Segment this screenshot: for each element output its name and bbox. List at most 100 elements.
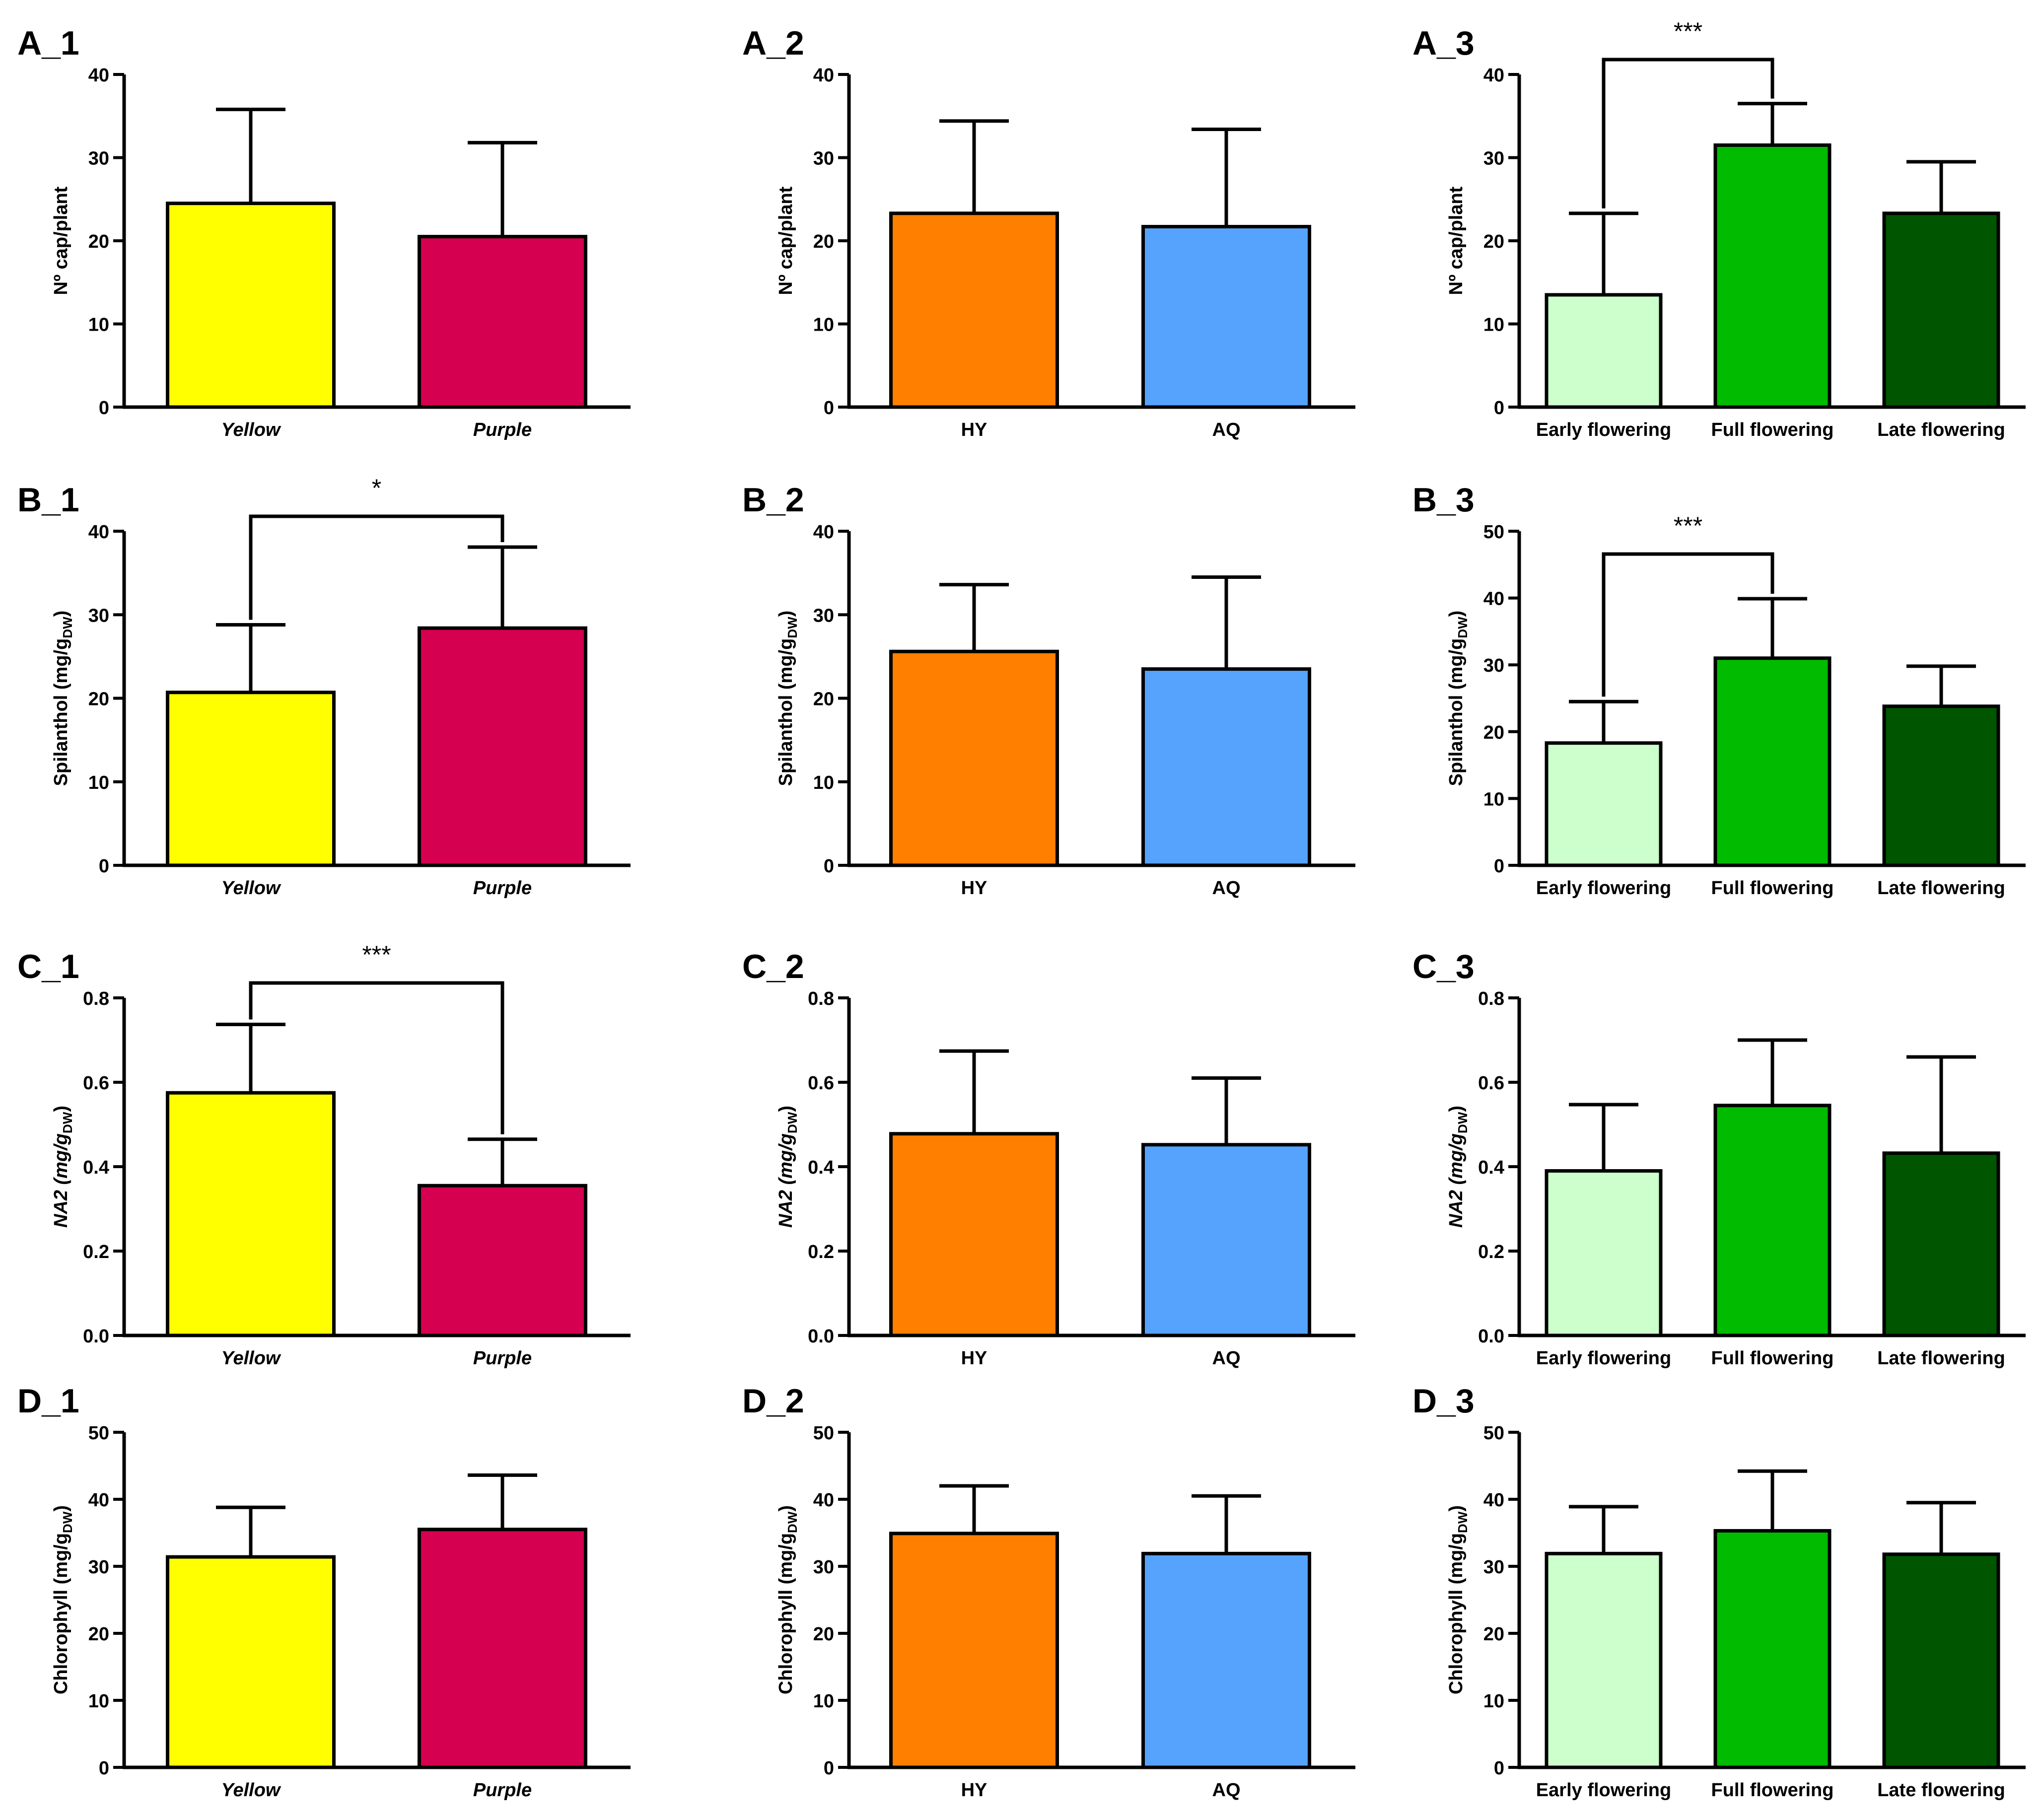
x-tick-label: Late flowering bbox=[1877, 1780, 2005, 1801]
y-tick-label: 20 bbox=[1483, 1624, 1504, 1645]
y-axis-label: Spilanthol (mg/gDW) bbox=[51, 611, 75, 786]
y-tick-label: 20 bbox=[1483, 231, 1504, 252]
y-tick-label: 40 bbox=[88, 522, 109, 543]
chart-a-2: A_2 0 10 20 30 40 Nº cap/plant HY AQ bbox=[742, 24, 1355, 440]
y-axis-label: NA2 (mg/gDW) bbox=[1446, 1106, 1470, 1228]
bar-yellow bbox=[166, 202, 336, 409]
bar-full-flowering bbox=[1713, 656, 1832, 867]
y-axis-label: Spilanthol (mg/gDW) bbox=[775, 611, 800, 786]
x-tick-label: HY bbox=[961, 878, 987, 899]
panel-title: C_1 bbox=[17, 948, 79, 985]
panel-title: B_3 bbox=[1412, 481, 1475, 519]
bar-full-flowering bbox=[1713, 143, 1832, 409]
y-tick-label: 0 bbox=[824, 1758, 834, 1779]
y-tick-label: 0 bbox=[824, 856, 834, 877]
bar-late-flowering bbox=[1882, 704, 2000, 867]
x-tick-label: Early flowering bbox=[1536, 1780, 1671, 1801]
y-tick-label: 10 bbox=[88, 772, 109, 793]
y-tick-label: 0 bbox=[1494, 398, 1504, 419]
y-tick-label: 40 bbox=[813, 1490, 834, 1511]
y-tick-label: 0.2 bbox=[83, 1242, 109, 1262]
significance-label: *** bbox=[362, 941, 391, 969]
y-tick-label: 0.0 bbox=[808, 1326, 834, 1347]
bar-late-flowering bbox=[1882, 1552, 2000, 1769]
y-tick-label: 0.6 bbox=[1478, 1073, 1504, 1094]
chart-b-1: B_1 0 10 20 30 40 Spilanthol (mg/gDW) Yellow Pur… bbox=[17, 474, 631, 899]
y-tick-label: 40 bbox=[1483, 65, 1504, 86]
bar-yellow bbox=[166, 691, 336, 867]
y-tick-label: 30 bbox=[1483, 1557, 1504, 1578]
y-axis-label: NA2 (mg/gDW) bbox=[775, 1106, 800, 1228]
bar-aq bbox=[1141, 667, 1311, 867]
panel-title: A_2 bbox=[742, 24, 804, 62]
x-tick-label: AQ bbox=[1212, 420, 1241, 440]
bar-purple bbox=[418, 1184, 587, 1337]
y-tick-label: 10 bbox=[1483, 315, 1504, 336]
panel-title: D_3 bbox=[1412, 1382, 1475, 1420]
panel-title: C_3 bbox=[1412, 948, 1475, 985]
bar-yellow bbox=[166, 1555, 336, 1769]
chart-c-3: C_3 0.0 0.2 0.4 0.6 0.8 NA2 (mg/gDW) Early flow… bbox=[1412, 948, 2026, 1369]
y-tick-label: 10 bbox=[1483, 789, 1504, 810]
bar-full-flowering bbox=[1713, 1104, 1832, 1337]
y-tick-label: 50 bbox=[88, 1423, 109, 1444]
x-tick-label: HY bbox=[961, 1780, 987, 1801]
x-tick-label: AQ bbox=[1212, 1780, 1241, 1801]
y-tick-label: 0.8 bbox=[808, 988, 834, 1009]
panel-title: A_1 bbox=[17, 24, 79, 62]
y-tick-label: 0 bbox=[1494, 1758, 1504, 1779]
chart-d-1: D_1 0 10 20 30 40 50 Chlorophyll (mg/gDW) Yellow… bbox=[17, 1382, 631, 1801]
bar-aq bbox=[1141, 1551, 1311, 1769]
panel-title: D_2 bbox=[742, 1382, 804, 1420]
y-tick-label: 20 bbox=[88, 689, 109, 710]
bar-early-flowering bbox=[1545, 1169, 1663, 1337]
x-tick-label: Full flowering bbox=[1711, 878, 1834, 899]
panel-title: A_3 bbox=[1412, 24, 1475, 62]
y-tick-label: 0.4 bbox=[808, 1157, 834, 1178]
y-tick-label: 0.8 bbox=[1478, 988, 1504, 1009]
x-tick-label: Purple bbox=[473, 420, 532, 440]
bar-hy bbox=[889, 1532, 1059, 1769]
significance-bracket bbox=[1602, 58, 1774, 209]
y-axis-label: Chlorophyll (mg/gDW) bbox=[51, 1505, 75, 1694]
bar-purple bbox=[418, 626, 587, 867]
x-tick-label: Late flowering bbox=[1877, 420, 2005, 440]
x-tick-label: Purple bbox=[473, 1348, 532, 1369]
y-axis-label: Chlorophyll (mg/gDW) bbox=[1446, 1505, 1470, 1694]
bar-yellow bbox=[166, 1091, 336, 1337]
chart-d-3: D_3 0 10 20 30 40 50 Chlorophyll (mg/gDW) Early … bbox=[1412, 1382, 2026, 1801]
significance-label: * bbox=[372, 474, 381, 502]
chart-b-3: B_3 0 10 20 30 40 50 Spilanthol (mg/gDW) Early f… bbox=[1412, 481, 2026, 899]
x-tick-label: AQ bbox=[1212, 1348, 1241, 1369]
y-tick-label: 50 bbox=[1483, 522, 1504, 543]
y-tick-label: 0 bbox=[824, 398, 834, 419]
y-tick-label: 0.0 bbox=[83, 1326, 109, 1347]
y-tick-label: 30 bbox=[1483, 655, 1504, 676]
significance-label: *** bbox=[1674, 17, 1702, 45]
x-tick-label: Early flowering bbox=[1536, 1348, 1671, 1369]
y-axis-label: Chlorophyll (mg/gDW) bbox=[775, 1505, 800, 1694]
x-tick-label: Purple bbox=[473, 1780, 532, 1801]
bar-early-flowering bbox=[1545, 1551, 1663, 1769]
bar-hy bbox=[889, 649, 1059, 867]
y-tick-label: 30 bbox=[813, 148, 834, 169]
x-tick-label: Early flowering bbox=[1536, 420, 1671, 440]
y-tick-label: 40 bbox=[1483, 589, 1504, 610]
chart-c-1: C_1 0.0 0.2 0.4 0.6 0.8 NA2 (mg/gDW) Yellow Purp… bbox=[17, 941, 631, 1369]
y-tick-label: 40 bbox=[88, 65, 109, 86]
x-tick-label: Early flowering bbox=[1536, 878, 1671, 899]
y-axis-label: Nº cap/plant bbox=[51, 186, 71, 295]
y-tick-label: 20 bbox=[813, 231, 834, 252]
y-tick-label: 30 bbox=[1483, 148, 1504, 169]
chart-a-1: A_1 0 10 20 30 40 Nº cap/plant Yellow Purple bbox=[17, 24, 631, 440]
y-tick-label: 0.6 bbox=[808, 1073, 834, 1094]
x-tick-label: Yellow bbox=[221, 420, 282, 440]
y-tick-label: 20 bbox=[813, 689, 834, 710]
y-axis-label: Nº cap/plant bbox=[775, 186, 796, 295]
x-tick-label: Purple bbox=[473, 878, 532, 899]
y-axis-label: Spilanthol (mg/gDW) bbox=[1446, 611, 1470, 786]
significance-bracket bbox=[249, 514, 504, 620]
y-tick-label: 20 bbox=[88, 231, 109, 252]
y-tick-label: 0 bbox=[1494, 856, 1504, 877]
x-tick-label: HY bbox=[961, 420, 987, 440]
